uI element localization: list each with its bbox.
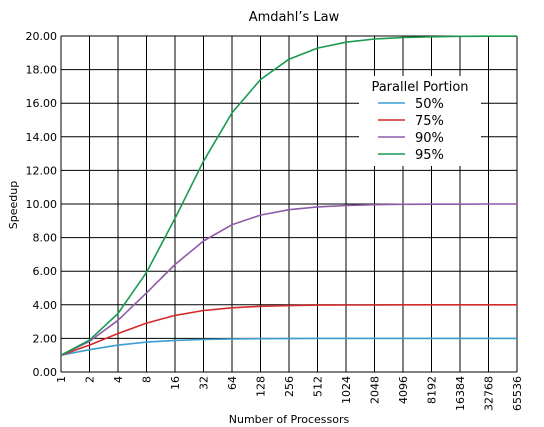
y-tick-label: 16.00: [26, 97, 58, 110]
x-axis-label: Number of Processors: [229, 413, 350, 426]
y-tick-label: 10.00: [26, 198, 58, 211]
series-lines: [60, 35, 517, 356]
series-line: [60, 35, 517, 356]
y-tick-label: 6.00: [33, 265, 58, 278]
series-line: [60, 303, 517, 356]
legend-entry: 75%: [415, 114, 444, 129]
x-tick-label: 2048: [369, 376, 382, 404]
x-tick-label: 4096: [397, 376, 410, 404]
x-tick-label: 32: [198, 376, 211, 390]
y-tick-label: 14.00: [26, 131, 58, 144]
x-tick-label: 2: [84, 376, 97, 383]
series-line: [60, 337, 517, 356]
y-tick-label: 8.00: [33, 232, 58, 245]
chart-title: Amdahl’s Law: [249, 10, 340, 25]
x-tick-label: 8192: [426, 376, 439, 404]
x-tick-label: 1: [55, 376, 68, 383]
y-axis-label: Speedup: [7, 181, 20, 229]
y-tick-labels: 0.00 2.00 4.00 6.00 8.00 10.00 12.00 14.00 16.00…: [26, 30, 58, 379]
series-line: [60, 203, 517, 356]
y-tick-label: 2.00: [33, 332, 58, 345]
legend-title: Parallel Portion: [371, 80, 468, 95]
x-tick-label: 512: [312, 376, 325, 397]
y-tick-label: 12.00: [26, 164, 58, 177]
y-tick-label: 18.00: [26, 64, 58, 77]
x-tick-label: 65536: [511, 376, 524, 411]
y-tick-label: 4.00: [33, 299, 58, 312]
legend: Parallel Portion 50% 75% 90% 95%: [359, 76, 481, 166]
x-tick-labels: 1 2 4 8 16 32 64 128 256 512 1024 2048 4096 8192 16384…: [55, 376, 524, 411]
x-tick-label: 8: [141, 376, 154, 383]
legend-entry: 90%: [415, 131, 444, 146]
legend-box: [359, 76, 481, 166]
x-tick-label: 16384: [454, 376, 467, 411]
x-tick-label: 64: [226, 376, 239, 390]
x-tick-label: 128: [255, 376, 268, 397]
y-tick-label: 20.00: [26, 30, 58, 43]
x-tick-label: 16: [169, 376, 182, 390]
x-tick-label: 32768: [483, 376, 496, 411]
y-tick-label: 0.00: [33, 366, 58, 379]
x-tick-label: 256: [283, 376, 296, 397]
x-tick-label: 1024: [340, 376, 353, 404]
x-tick-label: 4: [112, 376, 125, 383]
legend-entry: 50%: [415, 97, 444, 112]
legend-entry: 95%: [415, 148, 444, 163]
